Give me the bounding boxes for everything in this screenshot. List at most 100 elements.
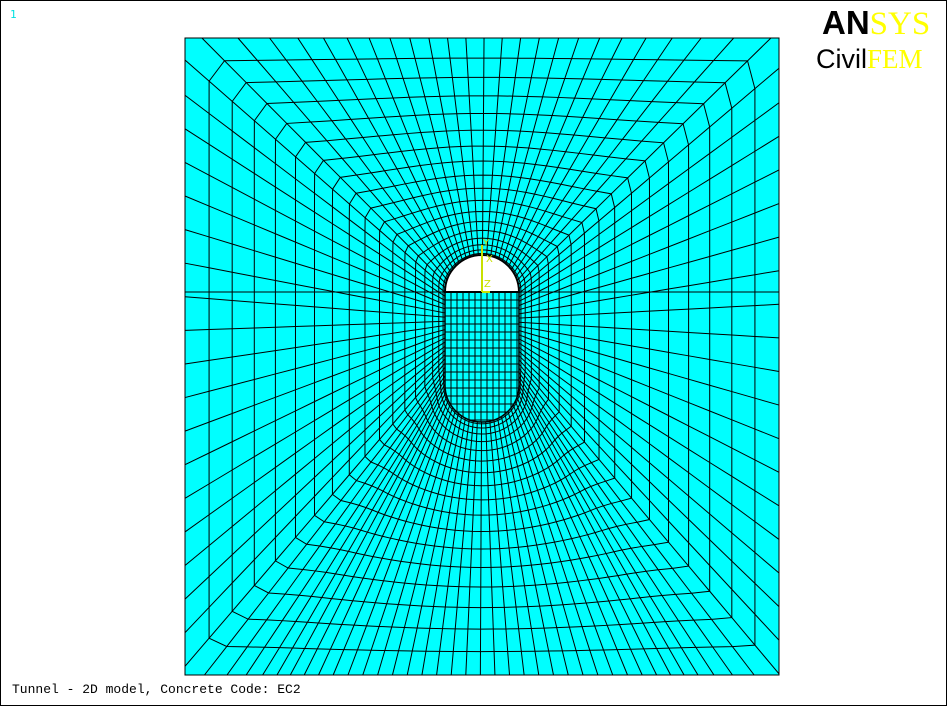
mesh-line — [184, 358, 446, 634]
mesh-line — [493, 419, 525, 676]
mesh-line — [184, 262, 446, 314]
mesh-line — [510, 37, 647, 270]
mesh-line — [500, 416, 554, 676]
mesh-line — [184, 161, 446, 301]
window-number: 1 — [10, 8, 17, 21]
triad-x-label: X — [486, 254, 493, 265]
logo-civil: Civil — [816, 44, 867, 74]
mesh-line — [262, 379, 446, 676]
mesh-line — [184, 229, 446, 310]
mesh-line — [391, 413, 459, 676]
mesh-line — [514, 400, 628, 676]
mesh-line — [346, 37, 457, 266]
mesh — [184, 37, 780, 676]
mesh-line — [518, 203, 780, 306]
mesh-line — [332, 400, 449, 676]
mesh-line — [516, 397, 643, 676]
mesh-line — [226, 371, 446, 676]
mesh-line — [518, 270, 780, 315]
mesh-line — [347, 403, 451, 676]
mesh-line — [465, 421, 478, 676]
mesh-line — [450, 420, 474, 676]
mesh-line — [497, 418, 540, 676]
mesh-line — [447, 37, 475, 256]
logo-sys: SYS — [870, 6, 931, 42]
caption: Tunnel - 2D model, Concrete Code: EC2 — [12, 682, 301, 697]
mesh-line — [513, 37, 673, 274]
logo-fem: FEM — [867, 44, 923, 74]
mesh-line — [465, 37, 479, 256]
mesh-line — [508, 37, 623, 267]
mesh-line — [184, 195, 446, 306]
mesh-line — [518, 372, 733, 676]
mesh-line — [518, 342, 780, 507]
mesh-line — [368, 37, 460, 264]
mesh-line — [481, 37, 485, 256]
mesh-line — [517, 393, 658, 676]
mesh-line — [518, 384, 685, 676]
mesh-line — [184, 324, 446, 365]
mesh-line — [515, 37, 702, 277]
mesh-line — [518, 351, 780, 574]
mesh-line — [518, 169, 780, 302]
triad-z-label: Z — [484, 279, 491, 290]
mesh-line — [323, 37, 454, 270]
mesh-line — [518, 334, 780, 440]
mesh-line — [184, 128, 446, 297]
mesh-line — [245, 375, 446, 676]
mesh-line — [389, 37, 464, 261]
mesh-line — [518, 321, 780, 339]
mesh-line — [518, 363, 780, 675]
mesh-line — [184, 337, 446, 466]
mesh-line — [518, 330, 780, 406]
mesh-line — [184, 345, 446, 533]
mesh-line — [318, 396, 448, 676]
mesh-line — [184, 333, 446, 432]
mesh-line — [269, 37, 450, 277]
mesh-line — [518, 67, 780, 290]
mesh-line — [184, 320, 446, 331]
mesh-line — [518, 367, 755, 676]
axis-triad: Y X Z — [481, 238, 493, 293]
mesh-line — [498, 37, 560, 260]
mesh-line — [289, 388, 446, 676]
mesh-line — [507, 411, 584, 676]
mesh-line — [421, 417, 466, 676]
mesh-line — [489, 421, 511, 676]
mesh-line — [505, 37, 601, 264]
mesh-line — [518, 303, 780, 319]
mesh-line — [201, 37, 447, 285]
mesh-line — [237, 37, 448, 281]
mesh-line — [184, 329, 446, 399]
logo-civilfem: CivilFEM — [816, 44, 923, 74]
logo-an: AN — [822, 4, 870, 41]
mesh-line — [377, 410, 456, 676]
mesh-line — [486, 37, 503, 256]
mesh-line — [184, 341, 446, 499]
mesh-line — [444, 292, 520, 423]
mesh-line — [501, 37, 580, 262]
logo-ansys: ANSYS — [822, 4, 930, 42]
mesh-line — [184, 59, 446, 289]
mesh-line — [518, 135, 780, 298]
mesh-line — [518, 346, 780, 540]
mesh-line — [518, 338, 780, 473]
mesh-line — [184, 362, 446, 667]
mesh-line — [504, 413, 569, 676]
mesh-line — [409, 37, 467, 259]
mesh-line — [518, 102, 780, 294]
mesh-line — [184, 354, 446, 600]
mesh-line — [276, 383, 446, 676]
mesh-line — [184, 296, 446, 318]
mesh-line — [518, 376, 715, 676]
mesh-line — [436, 419, 470, 676]
mesh-line — [510, 408, 599, 676]
mesh-line — [184, 350, 446, 566]
mesh-line — [479, 421, 483, 676]
mesh-line — [494, 37, 540, 258]
mesh-line — [184, 94, 446, 293]
mesh-line — [428, 37, 471, 258]
triad-y-label: Y — [482, 238, 490, 249]
mesh-line — [490, 37, 522, 257]
